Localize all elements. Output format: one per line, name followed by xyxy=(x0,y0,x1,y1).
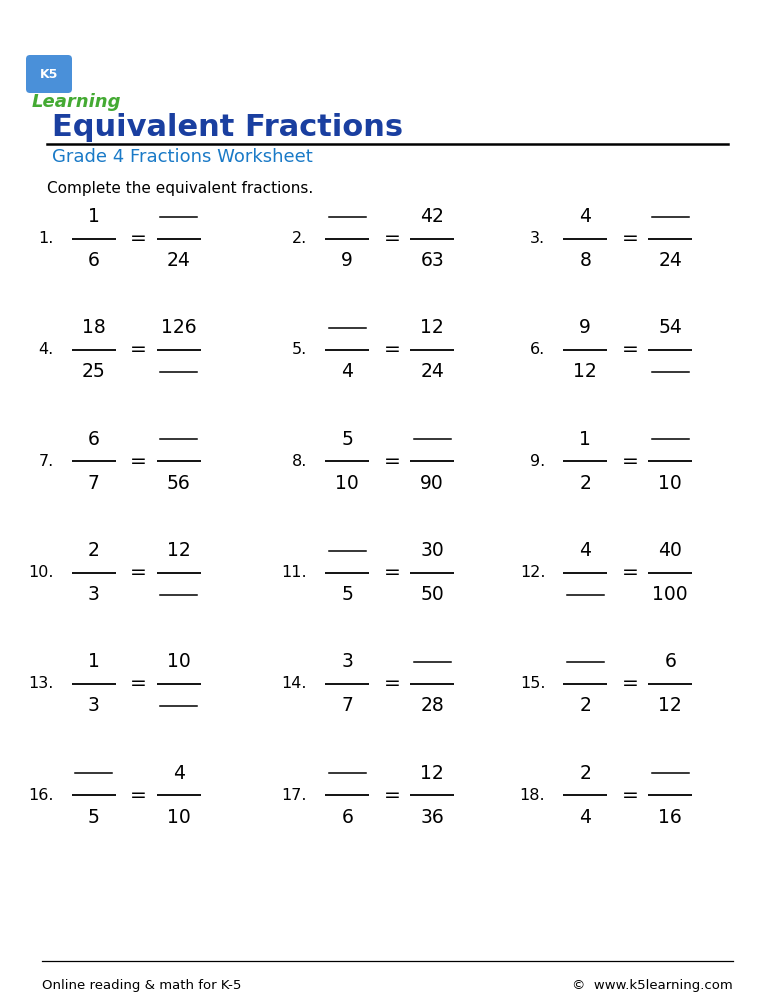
Text: =: = xyxy=(622,785,639,805)
Text: 42: 42 xyxy=(420,207,444,226)
Text: 8.: 8. xyxy=(292,453,307,469)
Text: =: = xyxy=(384,674,401,694)
Text: 12.: 12. xyxy=(520,565,545,580)
Text: 3: 3 xyxy=(88,697,100,716)
Text: =: = xyxy=(131,451,147,471)
Text: 5.: 5. xyxy=(292,342,307,358)
Text: 9.: 9. xyxy=(530,453,545,469)
Text: 1.: 1. xyxy=(38,231,54,247)
Text: 10: 10 xyxy=(167,652,190,671)
Text: 90: 90 xyxy=(420,474,444,493)
Text: 5: 5 xyxy=(341,429,353,448)
Text: 12: 12 xyxy=(420,318,444,337)
Text: 13.: 13. xyxy=(28,676,54,692)
Text: 2: 2 xyxy=(579,697,591,716)
Text: Learning: Learning xyxy=(32,93,121,111)
Text: =: = xyxy=(131,340,147,360)
Text: 8: 8 xyxy=(579,251,591,270)
Text: K5: K5 xyxy=(40,68,58,81)
Text: 4: 4 xyxy=(579,207,591,226)
Text: 3: 3 xyxy=(88,585,100,604)
Text: 36: 36 xyxy=(420,808,444,827)
Text: 10: 10 xyxy=(167,808,190,827)
Text: =: = xyxy=(131,674,147,694)
Text: 18.: 18. xyxy=(520,787,545,803)
Text: 6: 6 xyxy=(341,808,353,827)
Text: =: = xyxy=(622,563,639,582)
Text: 7: 7 xyxy=(341,697,353,716)
Text: =: = xyxy=(622,674,639,694)
Text: 12: 12 xyxy=(658,697,682,716)
Text: 63: 63 xyxy=(420,251,444,270)
Text: 25: 25 xyxy=(82,363,106,382)
Text: 18: 18 xyxy=(82,318,106,337)
Text: 12: 12 xyxy=(167,541,190,560)
Text: 6.: 6. xyxy=(530,342,545,358)
Text: 7: 7 xyxy=(88,474,100,493)
Text: 2: 2 xyxy=(579,474,591,493)
Text: 126: 126 xyxy=(161,318,197,337)
Text: 30: 30 xyxy=(420,541,444,560)
Text: 5: 5 xyxy=(341,585,353,604)
Text: =: = xyxy=(384,451,401,471)
Text: =: = xyxy=(384,340,401,360)
Text: =: = xyxy=(131,229,147,248)
Text: 24: 24 xyxy=(420,363,444,382)
Text: =: = xyxy=(131,785,147,805)
Text: ©  www.k5learning.com: © www.k5learning.com xyxy=(572,979,733,992)
Text: 16.: 16. xyxy=(28,787,54,803)
Text: =: = xyxy=(622,229,639,248)
Text: 40: 40 xyxy=(658,541,682,560)
Text: 6: 6 xyxy=(88,251,100,270)
Text: 12: 12 xyxy=(574,363,598,382)
Text: 7.: 7. xyxy=(38,453,54,469)
Text: =: = xyxy=(622,340,639,360)
Text: 14.: 14. xyxy=(282,676,307,692)
Text: 12: 12 xyxy=(420,763,444,782)
Text: 3.: 3. xyxy=(530,231,545,247)
Text: 54: 54 xyxy=(658,318,682,337)
FancyBboxPatch shape xyxy=(26,55,72,93)
Text: 24: 24 xyxy=(658,251,682,270)
Text: 100: 100 xyxy=(653,585,688,604)
Text: 24: 24 xyxy=(167,251,190,270)
Text: 2.: 2. xyxy=(292,231,307,247)
Text: =: = xyxy=(384,563,401,582)
Text: 4.: 4. xyxy=(38,342,54,358)
Text: 50: 50 xyxy=(420,585,444,604)
Text: 16: 16 xyxy=(658,808,682,827)
Text: 4: 4 xyxy=(579,541,591,560)
Text: 1: 1 xyxy=(579,429,591,448)
Text: =: = xyxy=(131,563,147,582)
Text: Grade 4 Fractions Worksheet: Grade 4 Fractions Worksheet xyxy=(52,148,313,166)
Text: 9: 9 xyxy=(341,251,353,270)
Text: 2: 2 xyxy=(88,541,100,560)
Text: =: = xyxy=(384,785,401,805)
Text: Complete the equivalent fractions.: Complete the equivalent fractions. xyxy=(47,181,313,196)
Text: 4: 4 xyxy=(579,808,591,827)
Text: 4: 4 xyxy=(173,763,185,782)
Text: Online reading & math for K-5: Online reading & math for K-5 xyxy=(42,979,241,992)
Text: 17.: 17. xyxy=(282,787,307,803)
Text: 56: 56 xyxy=(167,474,190,493)
Text: 10.: 10. xyxy=(28,565,54,580)
Text: 4: 4 xyxy=(341,363,353,382)
Text: 10: 10 xyxy=(336,474,359,493)
Text: 3: 3 xyxy=(341,652,353,671)
Text: 1: 1 xyxy=(88,652,100,671)
Text: 2: 2 xyxy=(579,763,591,782)
Text: =: = xyxy=(384,229,401,248)
Text: 5: 5 xyxy=(88,808,100,827)
Text: 6: 6 xyxy=(664,652,676,671)
Text: 6: 6 xyxy=(88,429,100,448)
Text: 11.: 11. xyxy=(282,565,307,580)
Text: 15.: 15. xyxy=(520,676,545,692)
Text: 9: 9 xyxy=(579,318,591,337)
Text: 1: 1 xyxy=(88,207,100,226)
Text: 28: 28 xyxy=(420,697,444,716)
Text: Equivalent Fractions: Equivalent Fractions xyxy=(52,113,403,142)
Text: =: = xyxy=(622,451,639,471)
Text: 10: 10 xyxy=(658,474,682,493)
